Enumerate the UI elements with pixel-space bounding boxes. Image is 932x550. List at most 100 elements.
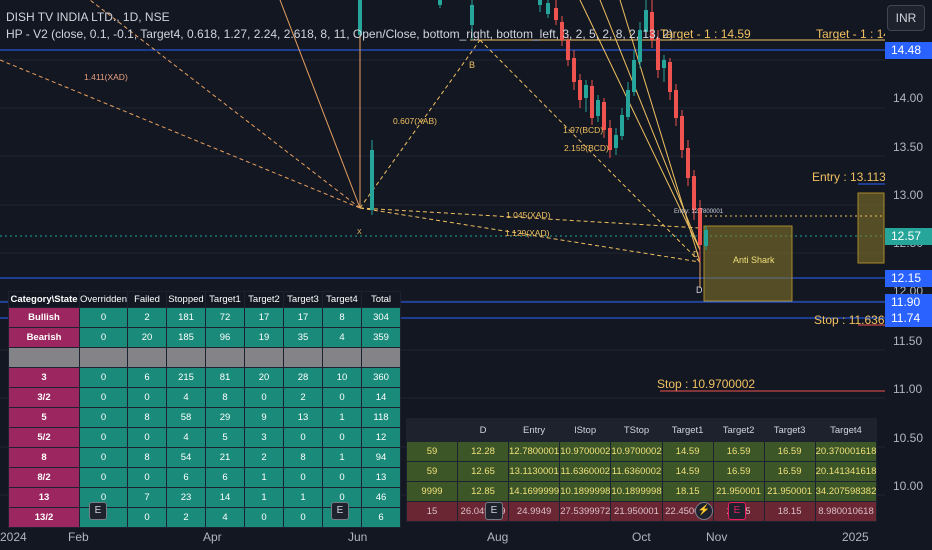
candle-body (538, 0, 542, 5)
entry-label: Entry : 13.1130 (812, 170, 885, 184)
pattern-point-b: B (469, 60, 476, 70)
stats-cell: 0 (79, 427, 128, 448)
stats-cell: 12 (361, 427, 401, 448)
stats-header-cell: Target2 (244, 291, 284, 308)
stats-cell: 0 (322, 387, 362, 408)
stats-cell: 2 (283, 387, 323, 408)
trade-cell: 24.9949 (507, 501, 561, 522)
trade-cell: 11.6360002 (559, 461, 612, 482)
stats-cell: 1 (283, 487, 323, 508)
stats-cell: 4 (166, 387, 206, 408)
x-tick: 2025 (842, 530, 869, 544)
stats-cell (8, 347, 80, 368)
candle-body (638, 30, 642, 62)
stats-cell: 54 (166, 447, 206, 468)
price-label: 12.15 (885, 270, 932, 287)
stats-cell (361, 347, 401, 368)
candle-body (572, 58, 576, 82)
trade-header-cell: TStop (610, 418, 663, 442)
stats-cell: 17 (244, 307, 284, 328)
stats-header-cell: Stopped (166, 291, 206, 308)
stats-cell: 9 (244, 407, 284, 428)
stats-cell: 118 (361, 407, 401, 428)
stats-cell (79, 347, 128, 368)
pattern-label: 1.129(XAD) (505, 228, 550, 238)
trade-cell: 21.950001 (712, 481, 765, 502)
stats-cell: 0 (127, 467, 167, 488)
pattern-point-x: X (357, 229, 362, 236)
stats-cell: 360 (361, 367, 401, 388)
trade-cell: 16.59 (763, 441, 816, 462)
stats-header-cell: Failed (127, 291, 167, 308)
x-tick: Feb (68, 530, 89, 544)
candle-body (578, 80, 582, 100)
stats-cell (322, 347, 362, 368)
stats-cell: 13/2 (8, 507, 80, 528)
earnings-badge[interactable]: E (89, 502, 107, 520)
pattern-label: 1.97(BCD) (563, 125, 604, 135)
stats-cell: 2 (244, 447, 284, 468)
trade-cell: 14.1699999 (507, 481, 561, 502)
stats-cell: 20 (127, 327, 167, 348)
stats-cell: 58 (166, 407, 206, 428)
candle-body (608, 128, 612, 150)
stats-cell: 1 (322, 447, 362, 468)
earnings-badge[interactable]: E (331, 502, 349, 520)
trade-cell: 16.59 (712, 461, 765, 482)
pattern-label: 0.607(XAB) (393, 116, 437, 126)
stats-cell: 13 (361, 467, 401, 488)
stats-cell: 0 (79, 327, 128, 348)
candle-body (692, 176, 696, 210)
stats-cell: 6 (127, 367, 167, 388)
trade-header-cell: Target4 (814, 418, 878, 442)
stats-cell: 2 (166, 507, 206, 528)
stats-cell: 359 (361, 327, 401, 348)
trade-cell: 10.9700002 (559, 441, 612, 462)
stats-cell: Bullish (8, 307, 80, 328)
stats-cell: 4 (322, 327, 362, 348)
stats-cell: 46 (361, 487, 401, 508)
earnings-badge-upcoming[interactable]: E (728, 502, 746, 520)
trade-table: D Entry lStop TStop Target1 Target2 Target3 Tar… (406, 418, 878, 522)
stats-header-cell: Target4 (322, 291, 362, 308)
indicator-legend[interactable]: HP - V2 (close, 0.1, -0.1, Target4, 0.61… (6, 27, 674, 41)
y-tick: 14.00 (893, 91, 924, 105)
stats-cell: 7 (127, 487, 167, 508)
anti-shark-label: Anti Shark (733, 255, 775, 265)
trade-cell: 8.980010618 (814, 501, 878, 522)
trade-cell: 13.1130001 (507, 461, 561, 482)
stats-cell: 2 (127, 307, 167, 328)
trade-cell: 27.5399972 (559, 501, 612, 522)
stats-cell: 181 (166, 307, 206, 328)
y-tick: 11.00 (893, 382, 923, 396)
trade-cell: 9999 (406, 481, 458, 502)
stats-cell: 8 (283, 447, 323, 468)
currency-button[interactable]: INR (887, 5, 925, 31)
stats-cell: 5 (205, 427, 245, 448)
candle-body (596, 100, 600, 116)
stats-cell: 6 (205, 467, 245, 488)
stats-cell: 94 (361, 447, 401, 468)
stats-cell: 13 (283, 407, 323, 428)
y-tick: 13.00 (893, 188, 924, 202)
candle-body (686, 148, 690, 178)
candle-body (554, 8, 558, 20)
dividend-bolt-icon[interactable]: ⚡ (695, 502, 713, 520)
candle-body (668, 62, 672, 92)
trade-cell: 14.59 (661, 441, 714, 462)
stats-cell: 3 (8, 367, 80, 388)
candle-body (370, 150, 374, 210)
candle-body (674, 90, 678, 118)
price-label: 11.90 (885, 294, 932, 311)
candle-body (620, 115, 624, 136)
stats-cell: 0 (127, 507, 167, 528)
stats-cell: 0 (79, 407, 128, 428)
trade-cell: 16.59 (712, 441, 765, 462)
trade-cell: 15 (406, 501, 458, 522)
trade-header-cell: Target2 (712, 418, 765, 442)
stats-cell: 6 (361, 507, 401, 528)
stats-cell: 0 (127, 387, 167, 408)
stats-cell: 8 (127, 407, 167, 428)
y-tick: 10.50 (893, 431, 924, 445)
earnings-badge[interactable]: E (485, 502, 503, 520)
